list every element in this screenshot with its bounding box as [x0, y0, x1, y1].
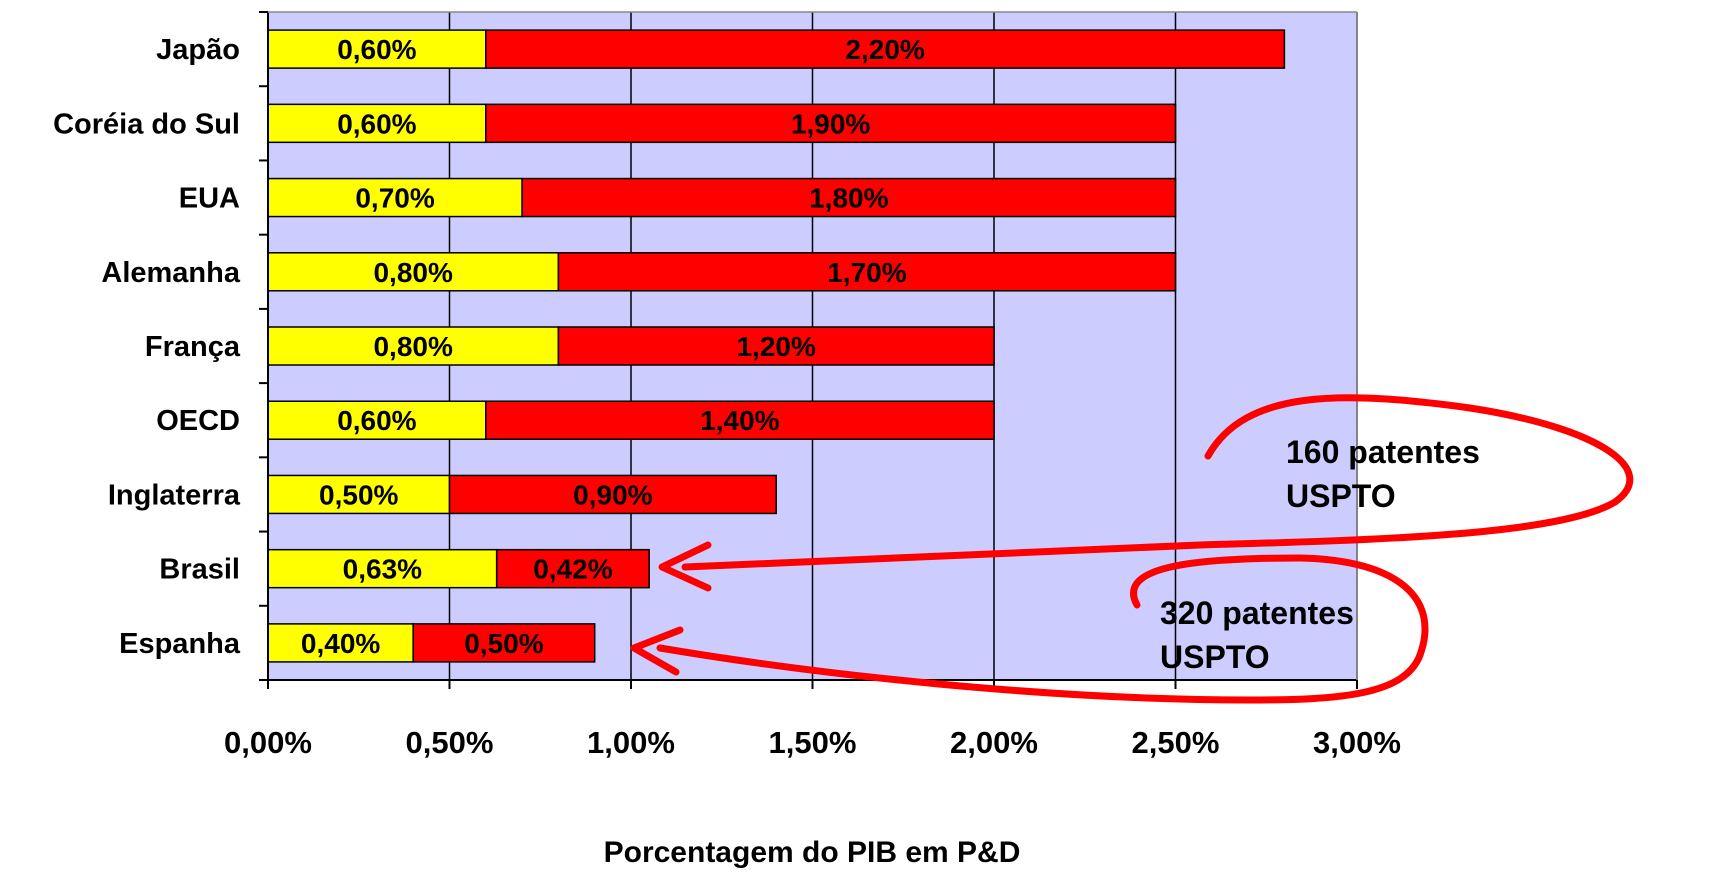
data-label-3-series-1: 1,70%	[827, 257, 906, 288]
annotation-espanha-loop	[656, 554, 1429, 704]
bar-6-series-1	[448, 474, 777, 515]
bar-1-series-0	[267, 103, 487, 144]
data-label-5-series-1: 1,40%	[700, 405, 779, 436]
data-label-2-series-1: 1,80%	[809, 183, 888, 214]
category-label-2: EUA	[179, 183, 240, 215]
data-label-1-series-0: 0,60%	[337, 108, 416, 139]
bar-0-series-1	[485, 29, 1286, 69]
axes	[259, 11, 1358, 689]
data-label-3-series-0: 0,80%	[373, 257, 452, 288]
category-label-8: Espanha	[119, 628, 241, 660]
annotation-brasil-arrowhead	[658, 541, 712, 592]
bar-8-series-0	[267, 623, 414, 663]
bar-7-series-1	[495, 548, 650, 589]
bar-4-series-1	[557, 326, 995, 366]
x-tick-label-0: 0,00%	[224, 725, 312, 760]
annotation-brasil: 160 patentes USPTO	[658, 394, 1634, 592]
x-tick-label-4: 2,00%	[950, 725, 1038, 760]
data-label-6-series-0: 0,50%	[319, 479, 398, 510]
annotation-espanha: 320 patentes USPTO	[630, 554, 1429, 704]
bar-1-series-1	[485, 103, 1177, 144]
x-tick-label-1: 0,50%	[406, 725, 494, 760]
data-label-4-series-1: 1,20%	[736, 331, 815, 362]
data-label-5-series-0: 0,60%	[337, 405, 416, 436]
data-label-1-series-1: 1,90%	[791, 108, 870, 139]
data-label-4-series-0: 0,80%	[373, 331, 452, 362]
x-axis-title: Porcentagem do PIB em P&D	[604, 836, 1021, 869]
bar-2-series-0	[267, 177, 523, 218]
annotation-espanha-line1: 320 patentes	[1160, 595, 1354, 631]
bar-7-series-0	[267, 548, 498, 589]
data-label-0-series-0: 0,60%	[337, 34, 416, 65]
annotation-brasil-line2: USPTO	[1286, 478, 1396, 514]
category-label-0: Japão	[156, 34, 240, 66]
data-label-8-series-1: 0,50%	[464, 628, 543, 659]
category-labels: Japão Coréia do Sul EUA Alemanha França OECD I…	[53, 34, 241, 660]
bar-5-series-0	[267, 400, 487, 440]
x-tick-label-2: 1,00%	[587, 725, 675, 760]
bar-8-series-1	[412, 623, 596, 663]
data-label-6-series-1: 0,90%	[573, 479, 652, 510]
category-label-4: França	[145, 331, 241, 363]
category-label-5: OECD	[156, 405, 240, 437]
annotation-espanha-arrowhead	[630, 626, 684, 676]
annotation-brasil-line1: 160 patentes	[1286, 434, 1480, 470]
category-label-3: Alemanha	[101, 257, 240, 289]
bar-3-series-1	[557, 252, 1177, 292]
category-label-1: Coréia do Sul	[53, 108, 240, 140]
x-tick-label-5: 2,50%	[1132, 725, 1220, 760]
data-label-2-series-0: 0,70%	[355, 183, 434, 214]
category-label-7: Brasil	[159, 554, 240, 586]
data-label-7-series-1: 0,42%	[533, 554, 612, 585]
annotation-brasil-loop	[681, 394, 1634, 571]
data-label-8-series-0: 0,40%	[301, 628, 380, 659]
bars: 0,60% 2,20% 0,60% 1,90% 0,70% 1,80% 0,80% 1,70%…	[267, 29, 1286, 663]
tick-labels: 0,00% 0,50% 1,00% 1,50% 2,00% 2,50% 3,00%	[224, 725, 1401, 760]
annotation-espanha-line2: USPTO	[1160, 639, 1270, 675]
data-label-0-series-1: 2,20%	[845, 34, 924, 65]
category-label-6: Inglaterra	[108, 479, 241, 511]
x-tick-label-3: 1,50%	[769, 725, 857, 760]
data-label-7-series-0: 0,63%	[343, 554, 422, 585]
bar-2-series-1	[521, 177, 1177, 218]
bar-5-series-1	[485, 400, 995, 440]
x-tick-label-6: 3,00%	[1313, 725, 1401, 760]
